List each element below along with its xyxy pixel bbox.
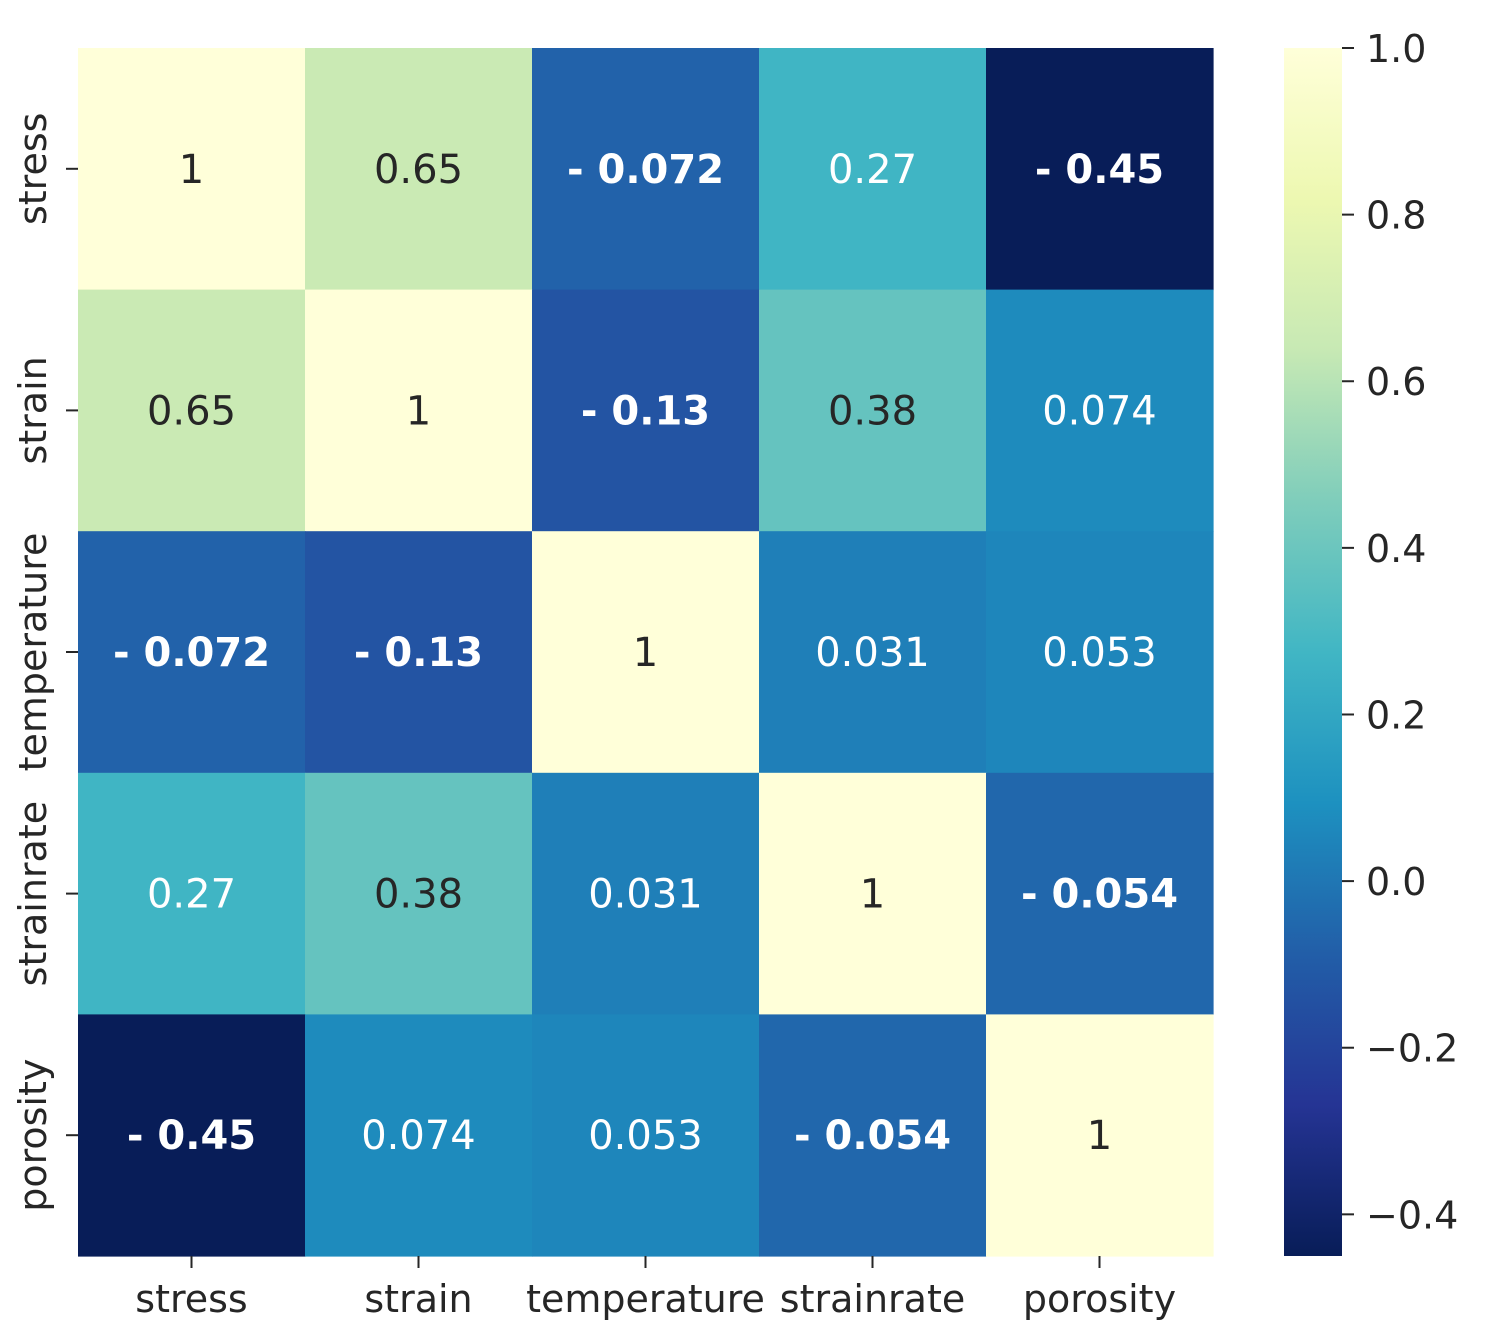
heatmap-cell-stress-porosity bbox=[986, 48, 1214, 291]
x-tick-label-strainrate: strainrate bbox=[780, 1277, 965, 1321]
x-tick-label-strain: strain bbox=[364, 1277, 472, 1321]
cell-value-label: 0.031 bbox=[588, 872, 703, 918]
cell-value-label: - 0.13 bbox=[354, 630, 483, 676]
x-tick-label-temperature: temperature bbox=[526, 1277, 765, 1321]
heatmap-cell-temperature-porosity bbox=[986, 531, 1214, 774]
cell-value-label: 0.053 bbox=[588, 1113, 703, 1159]
y-tick-label-strain: strain bbox=[11, 356, 55, 464]
heatmap-cell-stress-temperature bbox=[532, 48, 760, 291]
cell-value-label: - 0.45 bbox=[127, 1113, 256, 1159]
heatmap-cell-strain-temperature bbox=[532, 289, 760, 532]
cell-value-label: - 0.054 bbox=[1021, 872, 1178, 918]
cell-value-label: - 0.072 bbox=[567, 147, 724, 193]
colorbar-tick-label: −0.4 bbox=[1366, 1193, 1458, 1237]
colorbar-tick-label: 0.4 bbox=[1366, 527, 1426, 571]
heatmap-cell-temperature-stress bbox=[78, 531, 306, 774]
colorbar-tick-label: 0.6 bbox=[1366, 360, 1426, 404]
y-tick-label-strainrate: strainrate bbox=[11, 801, 55, 986]
y-tick-label-stress: stress bbox=[11, 113, 55, 225]
heatmap-cell-temperature-temperature bbox=[532, 531, 760, 774]
heatmap-cell-stress-strainrate bbox=[759, 48, 987, 291]
cell-value-label: 1 bbox=[179, 147, 204, 193]
colorbar-tick-label: 0.8 bbox=[1366, 194, 1426, 238]
x-tick-label-porosity: porosity bbox=[1023, 1277, 1176, 1321]
cell-value-label: 0.38 bbox=[374, 872, 463, 918]
x-axis: stress strain temperature strainrate porosit… bbox=[135, 1256, 1176, 1321]
heatmap-cell-strainrate-stress bbox=[78, 772, 306, 1015]
cell-value-label: - 0.072 bbox=[113, 630, 270, 676]
heatmap-cell-strainrate-temperature bbox=[532, 772, 760, 1015]
cell-value-label: 1 bbox=[860, 872, 885, 918]
heatmap-cell-stress-stress bbox=[78, 48, 306, 291]
cell-value-label: 0.65 bbox=[374, 147, 463, 193]
cell-value-label: 0.65 bbox=[147, 388, 236, 434]
heatmap-cell-strainrate-porosity bbox=[986, 772, 1214, 1015]
heatmap-cell-porosity-porosity bbox=[986, 1014, 1214, 1257]
heatmap-cell-porosity-strainrate bbox=[759, 1014, 987, 1257]
cell-value-label: 0.074 bbox=[361, 1113, 476, 1159]
heatmap-cell-strain-strainrate bbox=[759, 289, 987, 532]
cell-value-label: 0.053 bbox=[1042, 630, 1157, 676]
cell-value-label: - 0.13 bbox=[581, 388, 710, 434]
cell-value-label: 0.38 bbox=[828, 388, 917, 434]
heatmap-cell-strainrate-strain bbox=[305, 772, 533, 1015]
y-tick-label-temperature: temperature bbox=[11, 533, 55, 772]
heatmap-cell-strain-strain bbox=[305, 289, 533, 532]
cell-value-label: - 0.054 bbox=[794, 1113, 951, 1159]
y-axis: stress strain temperature strainrate porosit… bbox=[11, 113, 78, 1212]
colorbar-gradient bbox=[1284, 48, 1342, 1256]
heatmap-cell-temperature-strain bbox=[305, 531, 533, 774]
cell-value-label: 0.27 bbox=[147, 872, 236, 918]
cell-value-label: 1 bbox=[1087, 1113, 1112, 1159]
colorbar-tick-label: 0.0 bbox=[1366, 860, 1426, 904]
y-tick-label-porosity: porosity bbox=[11, 1059, 55, 1212]
cell-value-label: - 0.45 bbox=[1035, 147, 1164, 193]
heatmap-cells bbox=[78, 48, 1214, 1257]
heatmap-cell-strain-porosity bbox=[986, 289, 1214, 532]
x-tick-label-stress: stress bbox=[135, 1277, 247, 1321]
colorbar-tick-label: 1.0 bbox=[1366, 27, 1426, 71]
heatmap-cell-stress-strain bbox=[305, 48, 533, 291]
cell-value-label: 0.27 bbox=[828, 147, 917, 193]
heatmap-cell-porosity-stress bbox=[78, 1014, 306, 1257]
heatmap-cell-temperature-strainrate bbox=[759, 531, 987, 774]
cell-value-label: 1 bbox=[406, 388, 431, 434]
colorbar-tick-label: −0.2 bbox=[1366, 1027, 1458, 1071]
cell-value-label: 0.031 bbox=[815, 630, 930, 676]
colorbar: 1.0 0.8 0.6 0.4 0.2 0.0 −0.2 −0.4 bbox=[1284, 27, 1458, 1256]
heatmap-cell-porosity-strain bbox=[305, 1014, 533, 1257]
cell-value-label: 0.074 bbox=[1042, 388, 1157, 434]
cell-value-label: 1 bbox=[633, 630, 658, 676]
colorbar-tick-label: 0.2 bbox=[1366, 693, 1426, 737]
heatmap-cell-porosity-temperature bbox=[532, 1014, 760, 1257]
heatmap-annotations: 1 0.65 - 0.072 0.27 - 0.45 0.65 1 - 0.13 0.38 0.0… bbox=[113, 147, 1178, 1159]
heatmap-cell-strainrate-strainrate bbox=[759, 772, 987, 1015]
heatmap-cell-strain-stress bbox=[78, 289, 306, 532]
